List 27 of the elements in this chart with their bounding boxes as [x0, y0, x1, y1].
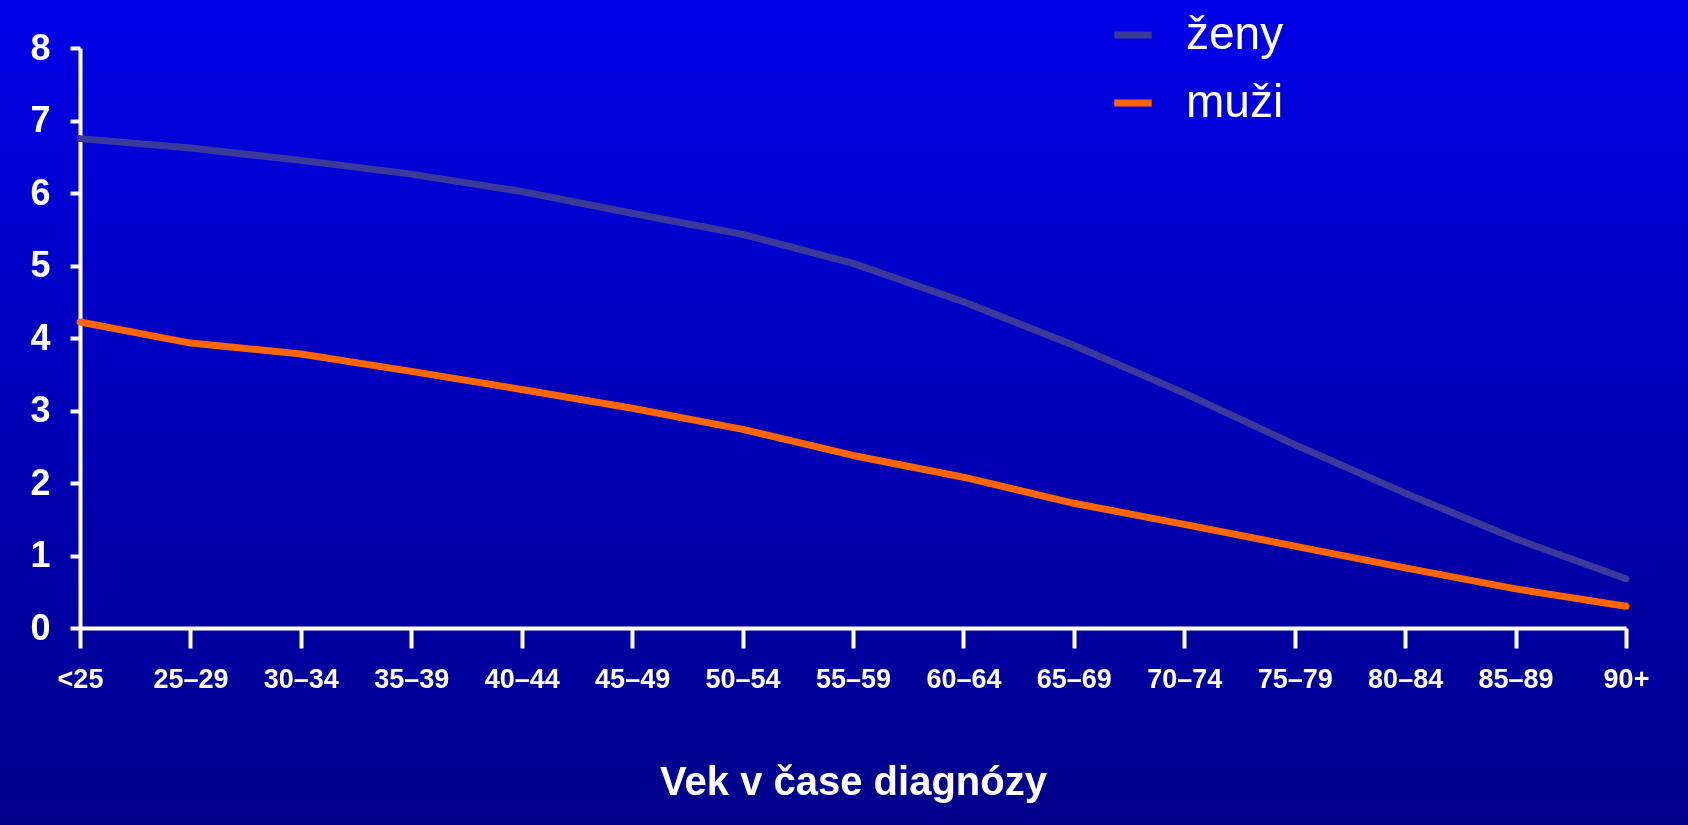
legend-label: ženy: [1186, 7, 1284, 59]
x-tick-label: 70–74: [1147, 663, 1223, 694]
y-tick-label: 7: [30, 99, 51, 140]
x-tick-label: 60–64: [926, 663, 1002, 694]
x-tick-label: 30–34: [263, 663, 339, 694]
legend-label: muži: [1186, 75, 1284, 127]
x-tick-label: 85–89: [1478, 663, 1554, 694]
x-tick-label: <25: [57, 663, 104, 694]
x-tick-label: 80–84: [1368, 663, 1444, 694]
y-tick-label: 3: [30, 389, 51, 430]
x-tick-label: 40–44: [484, 663, 560, 694]
y-tick-label: 1: [30, 534, 51, 575]
y-tick-label: 6: [30, 171, 51, 213]
x-tick-label: 45–49: [595, 663, 671, 694]
x-tick-label: 75–79: [1257, 663, 1333, 694]
x-tick-label: 90+: [1603, 663, 1650, 694]
y-tick-label: 8: [30, 26, 51, 68]
x-tick-label: 65–69: [1036, 663, 1112, 694]
x-axis-title: Vek v čase diagnózy: [660, 758, 1048, 803]
y-tick-label: 4: [30, 316, 51, 358]
x-tick-label: 35–39: [374, 663, 450, 694]
x-tick-label: 25–29: [153, 663, 229, 694]
x-tick-label: 50–54: [705, 663, 781, 694]
x-tick-label: 55–59: [815, 663, 892, 694]
y-tick-label: 0: [30, 606, 51, 648]
y-tick-label: 5: [30, 244, 51, 285]
y-tick-label: 2: [30, 461, 51, 503]
